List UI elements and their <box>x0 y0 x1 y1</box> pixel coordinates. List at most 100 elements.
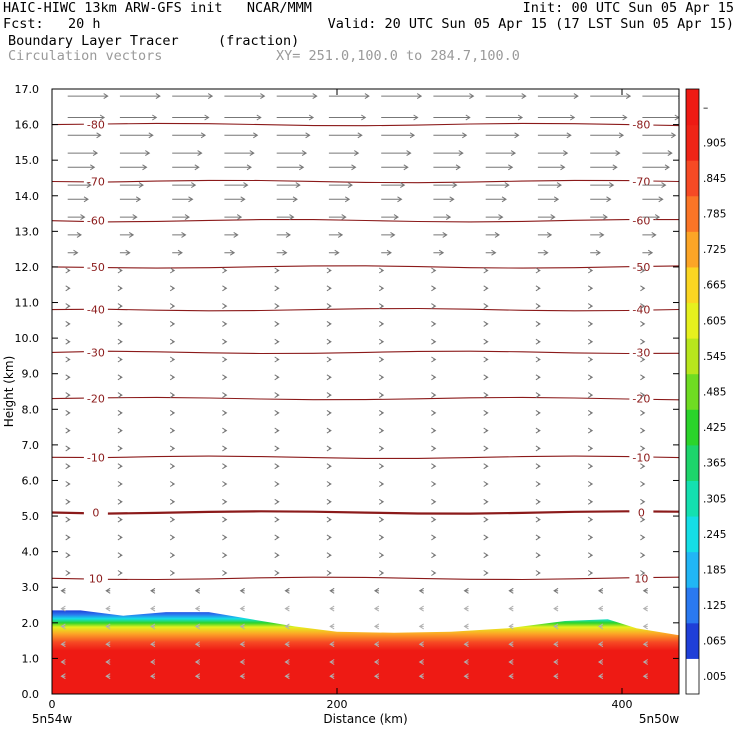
circulation-vector <box>329 641 335 648</box>
circulation-vector <box>378 445 385 452</box>
contour-label-bg <box>629 572 654 584</box>
circulation-vector <box>483 516 489 523</box>
circulation-vector <box>276 93 318 100</box>
contour-label-bg <box>83 451 108 463</box>
circulation-vector <box>378 481 385 487</box>
circulation-vector <box>172 214 190 221</box>
circulation-vector <box>483 374 489 381</box>
y-tick-label: 3.0 <box>22 581 40 594</box>
colorbar-swatch <box>686 124 699 161</box>
cross-section-endpoints: XY= 251.0,100.0 to 284.7,100.0 <box>276 48 520 64</box>
circulation-vector <box>431 534 437 541</box>
colorbar-label: .305 <box>703 493 726 505</box>
circulation-vector <box>65 374 71 381</box>
colorbar-label: .725 <box>703 244 726 256</box>
circulation-vector <box>67 164 96 171</box>
contour-label-bg <box>629 451 654 463</box>
circulation-vector <box>587 303 594 310</box>
circulation-vector <box>587 427 594 434</box>
circulation-vector <box>418 673 424 680</box>
contour-label: -40 <box>87 304 105 317</box>
circulation-vector <box>326 552 332 559</box>
colorbar-swatch <box>686 338 699 375</box>
circulation-vector <box>508 659 514 665</box>
plot-frame <box>51 88 680 695</box>
circulation-vector <box>378 498 385 505</box>
circulation-vector <box>537 132 572 139</box>
contour-label: -30 <box>87 346 105 359</box>
circulation-vector <box>276 214 295 221</box>
circulation-vector <box>381 150 412 157</box>
colorbar-label: .665 <box>703 280 726 292</box>
temperature-contour <box>52 219 679 223</box>
circulation-vector <box>105 673 111 680</box>
contour-label: 0 <box>638 507 645 520</box>
circulation-vector <box>117 303 123 310</box>
circulation-vector <box>326 356 332 363</box>
contour-label: -40 <box>632 304 650 317</box>
circulation-vector <box>640 481 646 487</box>
circulation-vector <box>224 182 249 189</box>
circulation-vector <box>169 445 176 452</box>
circulation-vector <box>485 214 504 221</box>
circulation-vector <box>418 659 424 665</box>
circulation-vector <box>597 641 604 648</box>
contour-label-bg <box>83 118 108 130</box>
circulation-vector <box>222 285 228 292</box>
temperature-contour <box>52 510 679 515</box>
circulation-vector <box>433 182 458 189</box>
circulation-vector <box>433 150 464 157</box>
circulation-vector <box>485 132 520 139</box>
colorbar-frame <box>685 88 700 695</box>
circulation-vector <box>373 673 380 680</box>
circulation-vector <box>463 605 469 612</box>
y-tick-label: 8.0 <box>22 403 40 416</box>
y-tick-label: 7.0 <box>22 439 40 452</box>
circulation-vector <box>587 570 594 576</box>
circulation-vector <box>640 445 646 452</box>
y-axis-label: Height (km) <box>2 356 16 427</box>
circulation-vector <box>553 587 559 594</box>
circulation-vector <box>587 285 594 292</box>
circulation-vector <box>65 498 71 505</box>
circulation-vector <box>328 93 370 100</box>
circulation-vector <box>485 196 507 203</box>
y-tick-label: 13.0 <box>15 225 40 238</box>
circulation-vector <box>373 605 380 612</box>
init-time: Init: 00 UTC Sun 05 Apr 15 <box>522 0 734 16</box>
circulation-vector <box>239 623 245 630</box>
circulation-vector <box>590 114 628 121</box>
colorbar-label: .185 <box>703 564 726 576</box>
circulation-vector <box>642 623 648 630</box>
circulation-vector <box>508 623 514 630</box>
circulation-vector <box>640 356 646 363</box>
circulation-vector <box>378 392 385 399</box>
colorbar-swatch <box>686 231 699 268</box>
temperature-contour <box>52 350 679 355</box>
circulation-vector <box>537 164 566 171</box>
circulation-vector <box>150 605 156 612</box>
circulation-vector <box>535 374 541 381</box>
circulation-vector <box>119 164 148 171</box>
circulation-vector <box>119 132 154 139</box>
circulation-vector <box>119 93 161 100</box>
circulation-vector <box>274 338 280 345</box>
circulation-vector <box>328 114 367 121</box>
circulation-vector <box>67 249 79 256</box>
circulation-vector <box>535 463 541 470</box>
circulation-vector <box>329 659 335 665</box>
contour-label-bg <box>629 175 654 187</box>
circulation-vector <box>276 249 288 256</box>
circulation-vector <box>378 409 385 416</box>
circulation-vector <box>590 231 605 238</box>
circulation-vector <box>119 182 144 189</box>
circulation-vector <box>172 150 203 157</box>
circulation-vector <box>194 587 201 594</box>
circulation-vector <box>535 445 541 452</box>
circulation-vector <box>222 445 228 452</box>
y-tick-label: 15.0 <box>15 154 40 167</box>
circulation-vector <box>117 498 123 505</box>
circulation-vector <box>117 427 123 434</box>
circulation-vector <box>117 338 123 345</box>
circulation-vector <box>640 570 646 576</box>
